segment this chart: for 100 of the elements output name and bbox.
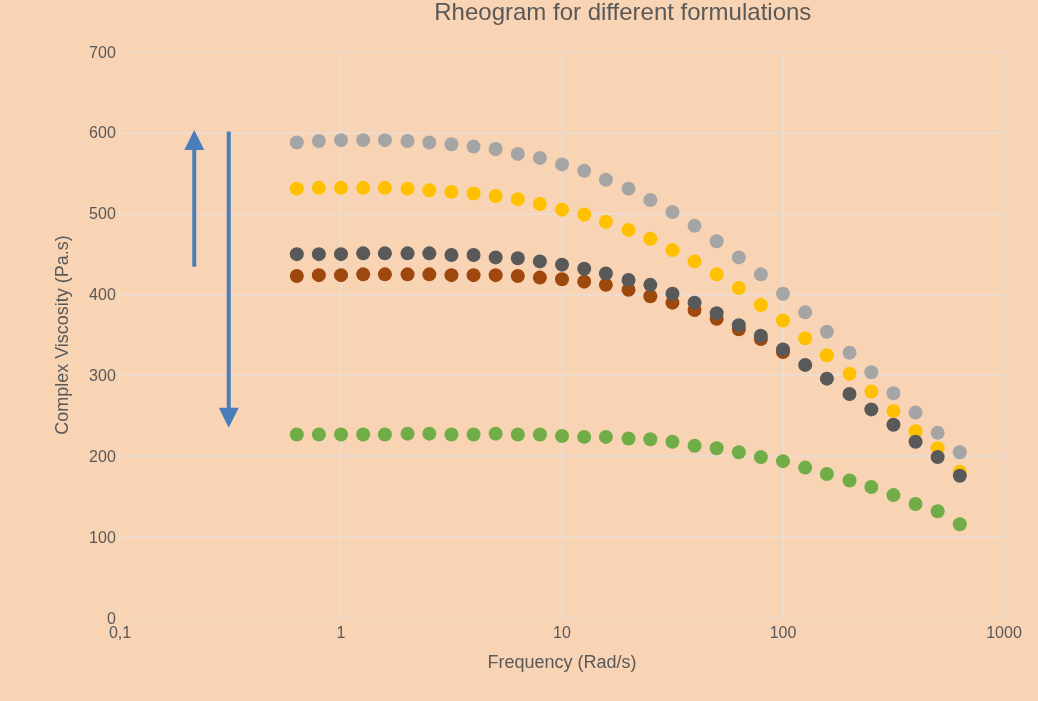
point <box>356 133 371 148</box>
point <box>400 133 415 148</box>
point <box>422 183 437 198</box>
point <box>311 133 326 148</box>
point <box>444 184 459 199</box>
point <box>311 180 326 195</box>
point <box>819 348 834 363</box>
point <box>400 267 415 282</box>
point <box>444 268 459 283</box>
point <box>444 427 459 442</box>
point <box>819 324 834 339</box>
point <box>731 318 746 333</box>
point <box>356 180 371 195</box>
point <box>643 277 658 292</box>
point <box>798 331 813 346</box>
point <box>598 429 613 444</box>
point <box>930 450 945 465</box>
point <box>466 139 481 154</box>
point <box>422 246 437 261</box>
point <box>687 295 702 310</box>
point <box>444 247 459 262</box>
point <box>819 467 834 482</box>
point <box>555 272 569 287</box>
point <box>510 146 525 161</box>
point <box>311 427 326 442</box>
point <box>532 197 547 211</box>
point <box>289 181 304 196</box>
point <box>665 286 680 301</box>
point <box>952 445 967 460</box>
point <box>709 234 724 249</box>
point <box>577 207 592 222</box>
point <box>400 426 415 441</box>
point <box>488 188 503 203</box>
point <box>908 405 923 420</box>
point <box>709 267 724 282</box>
point <box>289 135 304 150</box>
point <box>621 222 636 237</box>
point <box>466 427 481 442</box>
point <box>621 181 636 196</box>
point <box>687 218 702 233</box>
point <box>731 445 746 460</box>
point <box>908 496 923 511</box>
point <box>908 434 923 449</box>
point <box>687 438 702 453</box>
point <box>842 345 857 360</box>
point <box>886 404 901 418</box>
x-tick-label: 0,1 <box>108 624 132 642</box>
point <box>731 281 746 296</box>
point <box>864 402 879 417</box>
point <box>356 427 371 442</box>
point <box>598 266 613 281</box>
y-tick-label: 700 <box>89 43 116 61</box>
point <box>643 231 658 246</box>
y-tick-label: 0 <box>106 609 116 627</box>
point <box>577 261 592 276</box>
point <box>466 186 481 201</box>
point <box>598 214 613 229</box>
point <box>289 247 304 262</box>
point <box>334 427 348 442</box>
point <box>400 181 415 196</box>
point <box>289 268 304 283</box>
x-tick-label: 10 <box>553 624 571 642</box>
y-tick-label: 400 <box>89 286 116 304</box>
y-axis-title: Complex Viscosity (Pa.s) <box>52 235 73 435</box>
point <box>621 431 636 446</box>
point <box>510 192 525 207</box>
point <box>311 268 326 283</box>
point <box>577 274 592 289</box>
point <box>334 133 348 148</box>
point <box>643 432 658 447</box>
point <box>864 480 879 494</box>
point <box>819 371 834 386</box>
point <box>952 517 967 532</box>
y-tick-label: 100 <box>89 528 116 546</box>
point <box>510 268 525 283</box>
point <box>665 243 680 258</box>
point <box>377 267 392 282</box>
y-tick-label: 500 <box>89 205 116 223</box>
point <box>488 142 503 157</box>
point <box>289 427 304 442</box>
point <box>311 247 326 262</box>
point <box>555 429 569 444</box>
point <box>886 386 901 401</box>
point <box>377 133 392 148</box>
point <box>356 267 371 282</box>
point <box>488 268 503 283</box>
x-axis-title: Frequency (Rad/s) <box>487 652 637 673</box>
point <box>643 192 658 207</box>
point <box>334 247 348 262</box>
point <box>952 468 967 483</box>
y-tick-label: 200 <box>89 447 116 465</box>
point <box>377 180 392 195</box>
point <box>466 247 481 262</box>
x-tick-label: 1000 <box>986 624 1022 642</box>
point <box>753 298 768 313</box>
point <box>422 426 437 441</box>
point <box>753 450 768 465</box>
point <box>444 137 459 152</box>
point <box>377 427 392 442</box>
point <box>598 277 613 292</box>
